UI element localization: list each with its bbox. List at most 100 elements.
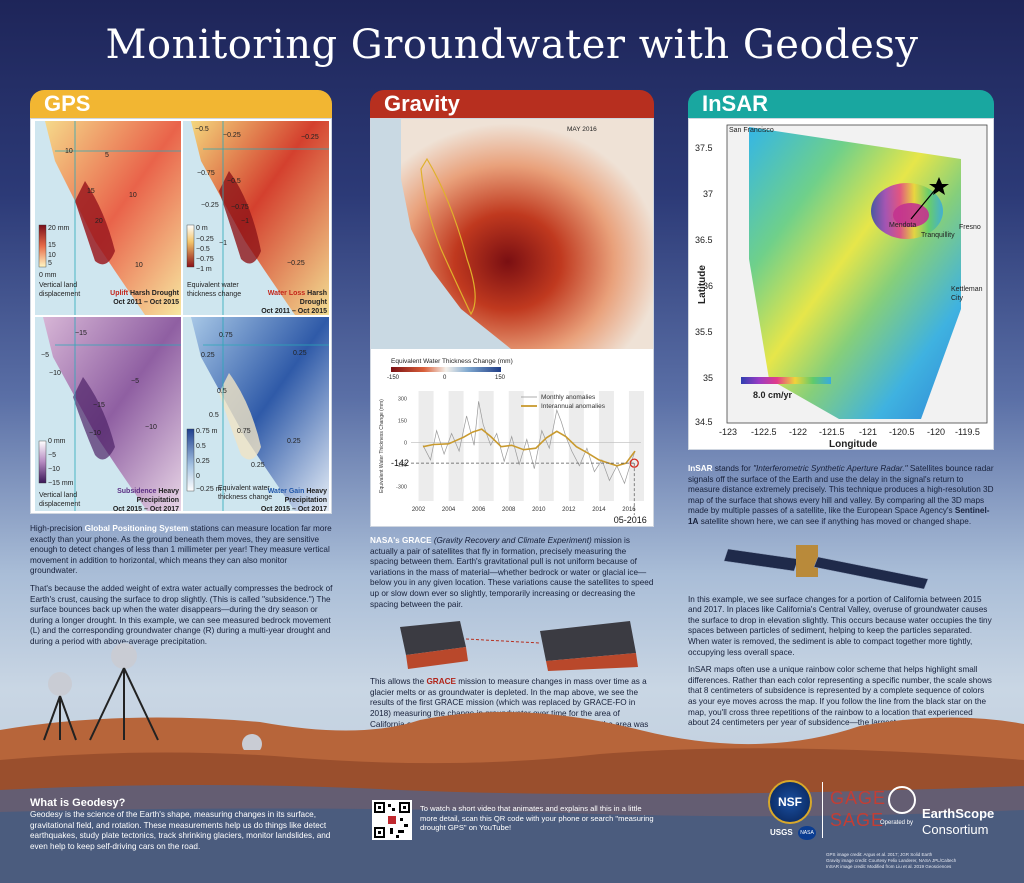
insar-x-tick: -120 (927, 427, 946, 437)
gravity-header: Gravity (370, 90, 654, 118)
logo-divider (822, 782, 823, 838)
water-gain-legend-tick: 0.25 (196, 458, 210, 465)
gps-station-icon (43, 672, 77, 741)
qr-instructions: To watch a short video that animates and… (420, 804, 654, 833)
water-gain-map-graphic (183, 317, 329, 511)
what-is-geodesy-text: Geodesy is the science of the Earth's sh… (30, 810, 331, 851)
grace-satellites-icon (400, 621, 638, 672)
uplift-map-graphic (35, 121, 181, 315)
uplift-legend-10: 10 (48, 252, 56, 259)
uplift-legend-low: 5 (48, 260, 52, 267)
gps-description: High-precision Global Positioning System… (30, 524, 333, 646)
y-tick-label: -150 (396, 462, 407, 468)
gravity-colorbar-title: Equivalent Water Thickness Change (mm) (391, 358, 513, 365)
insar-x-tick: -119.5 (955, 427, 980, 437)
insar-y-label: Latitude (696, 265, 708, 304)
x-tick-label: 2016 (622, 507, 636, 513)
water-loss-contour-label: −1 (219, 240, 227, 247)
usgs-logo: USGS (770, 828, 793, 837)
water-loss-legend-tick: −0.75 (196, 256, 214, 263)
insar-x-tick: -121 (859, 427, 878, 437)
water-loss-map-graphic (183, 121, 329, 315)
earthscope-logo-icon (888, 786, 916, 814)
year-band (628, 391, 645, 501)
grace-satellites-illustration (370, 617, 656, 672)
water-gain-legend-tick: −0.25 m (196, 486, 222, 493)
x-tick-label: 2008 (502, 507, 516, 513)
qr-code[interactable] (372, 800, 412, 840)
colorbar-tick: 150 (495, 375, 506, 381)
water-loss-contour-label: −1 (241, 218, 249, 225)
water-loss-contour-label: −0.5 (227, 178, 241, 185)
place-label: Tranquillity (921, 232, 955, 239)
water-gain-contour-label: 0.25 (201, 352, 215, 359)
water-loss-contour-label: −0.25 (287, 260, 305, 267)
insar-panel: 37.5 37 36.5 36 35.5 35 34.5 Latitude -1… (688, 118, 994, 450)
water-gain-legend-tick: 0.5 (196, 443, 206, 450)
water-gain-caption: Water Gain Heavy Precipitation Oct 2015 –… (260, 488, 327, 513)
gravity-map-date: MAY 2016 (567, 126, 597, 133)
uplift-legend-mid: 15 (48, 242, 56, 249)
y-tick-label: 150 (398, 418, 407, 424)
sentinel-satellite-icon (723, 544, 929, 589)
y-tick-label: 0 (404, 440, 407, 446)
series-line-interannual (422, 428, 636, 467)
poster-title: Monitoring Groundwater with Geodesy (105, 22, 919, 68)
water-loss-legend-tick: −0.25 (196, 236, 214, 243)
date-annotation: 05-2016 (614, 515, 647, 525)
place-label: Mendota (889, 222, 917, 229)
earthscope-name: EarthScope (922, 806, 995, 821)
y-tick-label: -300 (396, 484, 407, 490)
insar-x-tick: -123 (719, 427, 738, 437)
water-loss-contour-label: −0.25 (223, 132, 241, 139)
subsidence-contour-label: −5 (41, 352, 49, 359)
uplift-legend-top: 20 mm (48, 225, 70, 232)
year-band (478, 391, 494, 501)
water-loss-legend-title: Equivalent water thickness change (187, 282, 242, 298)
place-label: San Francisco (729, 127, 774, 134)
gps-station-icon (89, 643, 159, 741)
gps-header: GPS (30, 90, 332, 118)
subsidence-caption: Subsidence Heavy Precipitation Oct 2015 –… (112, 488, 179, 513)
water-gain-contour-label: 0.5 (217, 388, 227, 395)
colorbar-tick: -150 (387, 375, 400, 381)
insar-x-label: Longitude (829, 439, 878, 450)
legend-entry: Monthly anomalies (541, 394, 596, 401)
gravity-map-graphic (371, 119, 653, 372)
insar-y-tick: 36.5 (695, 235, 713, 245)
insar-header: InSAR (688, 90, 994, 118)
insar-x-tick: -122.5 (751, 427, 777, 437)
uplift-contour-label: 10 (129, 192, 137, 199)
subsidence-map-graphic (35, 317, 181, 511)
qr-code-icon (374, 802, 410, 838)
subsidence-contour-label: −10 (49, 370, 61, 377)
gps-station-icon (242, 734, 262, 750)
gps-map-water-loss: 0 m −0.25 −0.5 −0.75 −1 m Equivalent wat… (183, 121, 329, 315)
water-loss-contour-label: −0.5 (195, 126, 209, 133)
water-loss-contour-label: −0.75 (197, 170, 215, 177)
insar-x-tick: -121.5 (819, 427, 845, 437)
place-label: Fresno (959, 224, 981, 231)
place-label: Kettleman City (951, 286, 983, 302)
colorbar-tick: 0 (443, 375, 447, 381)
water-loss-contour-label: −0.75 (231, 204, 249, 211)
subsidence-legend-title: Vertical land displacement (39, 492, 81, 508)
subsidence-legend-top: 0 mm (48, 438, 66, 445)
water-gain-legend-title: Equivalent water thickness change (218, 485, 273, 501)
gps-map-water-gain: 0.75 m 0.5 0.25 0 −0.25 m 0.25 0.75 0.25… (183, 317, 329, 513)
water-loss-legend-top: 0 m (196, 225, 208, 232)
year-band (538, 391, 554, 501)
grace-time-series-chart: 300 150 0 -150 -300 2002 2004 2006 2008 2010 2012 2… (379, 391, 647, 525)
operated-by-label: Operated by (880, 820, 914, 826)
uplift-contour-label: 10 (135, 262, 143, 269)
x-tick-label: 2014 (592, 507, 606, 513)
sage-logo: SAGE (830, 810, 885, 830)
earthscope-consortium: Consortium (922, 822, 989, 837)
subsidence-contour-label: −15 (93, 402, 105, 409)
uplift-contour-label: 15 (87, 188, 95, 195)
nasa-logo: NASA (798, 826, 816, 840)
gravity-panel: MAY 2016 Equivalent Water Thickness Chan… (370, 118, 654, 527)
insar-map-graphic (726, 124, 988, 424)
uplift-contour-label: 5 (105, 152, 109, 159)
subsidence-legend-tick: −15 mm (48, 480, 74, 487)
